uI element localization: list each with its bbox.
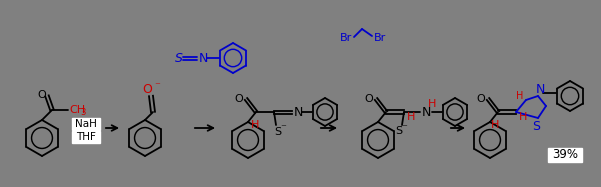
Text: H: H: [407, 112, 415, 122]
Text: O: O: [365, 94, 373, 104]
Text: 39%: 39%: [552, 148, 578, 162]
Text: N: N: [535, 82, 545, 96]
Text: NaH: NaH: [75, 119, 97, 129]
Text: O: O: [142, 82, 152, 96]
Text: N: N: [294, 105, 304, 119]
Text: S: S: [532, 119, 540, 133]
Text: Br: Br: [340, 33, 352, 43]
Text: H: H: [491, 120, 499, 130]
Text: O: O: [477, 94, 486, 104]
Text: H: H: [251, 120, 259, 130]
FancyBboxPatch shape: [72, 118, 100, 130]
Text: ⁻: ⁻: [280, 123, 286, 133]
Text: N: N: [422, 105, 432, 119]
Text: ⁻: ⁻: [154, 81, 160, 91]
Text: 3: 3: [80, 108, 85, 117]
Text: S: S: [175, 51, 183, 65]
Text: H: H: [519, 112, 527, 122]
Text: H: H: [516, 91, 523, 101]
FancyBboxPatch shape: [548, 148, 582, 162]
Text: O: O: [38, 90, 46, 100]
Text: H: H: [428, 99, 436, 109]
Text: CH: CH: [69, 105, 85, 115]
Text: Br: Br: [374, 33, 386, 43]
Text: S: S: [395, 126, 402, 136]
Text: S: S: [274, 127, 281, 137]
Text: ⁻: ⁻: [401, 123, 407, 133]
Text: O: O: [234, 94, 243, 104]
Text: N: N: [199, 51, 209, 65]
Text: THF: THF: [76, 132, 96, 142]
FancyBboxPatch shape: [72, 131, 100, 143]
